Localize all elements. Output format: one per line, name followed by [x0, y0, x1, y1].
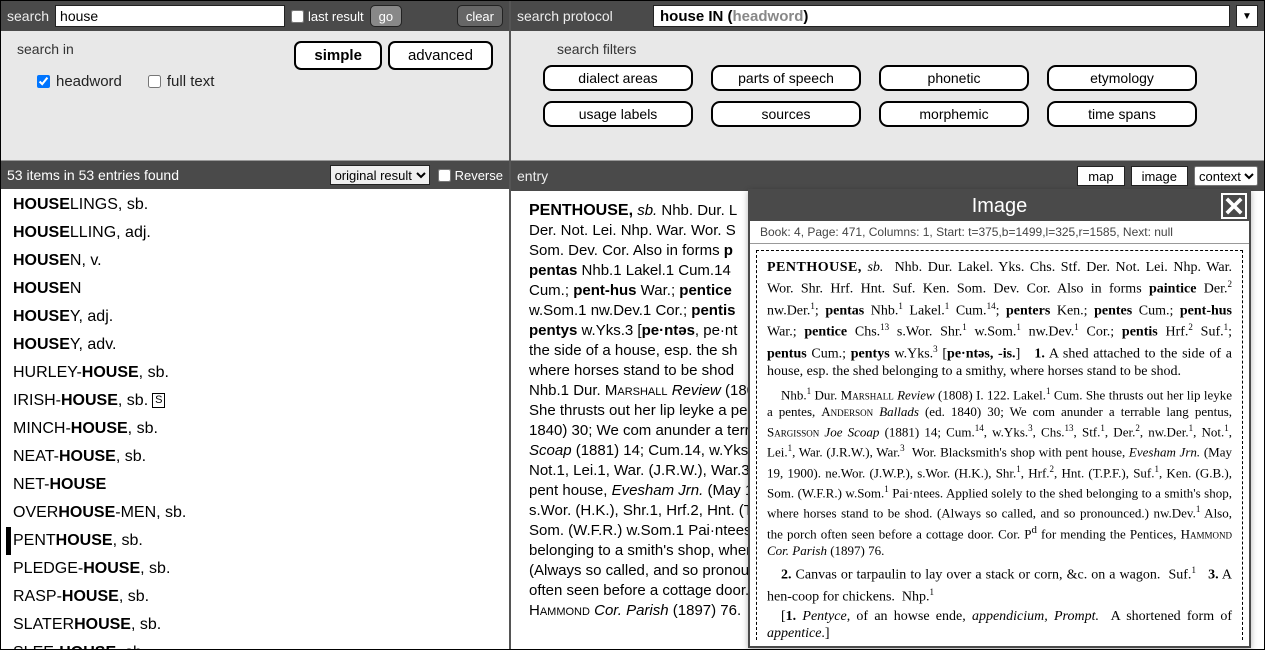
popup-title: Image — [972, 195, 1028, 217]
result-row[interactable]: SLATERHOUSE, sb. — [13, 611, 509, 639]
protocol-dropdown-icon[interactable] — [1236, 5, 1258, 27]
reverse-cb[interactable] — [438, 169, 451, 182]
result-row[interactable]: HOUSEN — [13, 275, 509, 303]
result-row[interactable]: MINCH-HOUSE, sb. — [13, 415, 509, 443]
results-count: 53 items in 53 entries found — [7, 167, 179, 183]
result-row[interactable]: NET-HOUSE — [13, 471, 509, 499]
last-result-label: last result — [308, 9, 364, 24]
left-panel: search last result go clear search in si… — [1, 1, 511, 649]
mode-advanced-button[interactable]: advanced — [388, 41, 493, 70]
clear-button[interactable]: clear — [457, 5, 503, 27]
filter-time-spans[interactable]: time spans — [1047, 101, 1197, 127]
filter-morphemic[interactable]: morphemic — [879, 101, 1029, 127]
result-row[interactable]: OVERHOUSE-MEN, sb. — [13, 499, 509, 527]
result-row[interactable]: PENTHOUSE, sb. — [6, 527, 509, 555]
entry-toolbar: entry map image context — [511, 161, 1264, 191]
result-row[interactable]: SLEE-HOUSE, sb. — [13, 639, 509, 649]
search-in-zone: search in simple advanced headword full … — [1, 31, 509, 161]
results-toolbar: 53 items in 53 entries found original re… — [1, 161, 509, 189]
fulltext-checkbox[interactable]: full text — [148, 73, 215, 90]
tab-map[interactable]: map — [1077, 166, 1124, 186]
protocol-text-close: ) — [803, 8, 808, 25]
popup-meta: Book: 4, Page: 471, Columns: 1, Start: t… — [750, 221, 1249, 244]
search-input[interactable] — [55, 5, 285, 27]
filters-label: search filters — [527, 41, 1248, 57]
popup-image-content: PENTHOUSE, sb. Nhb. Dur. Lakel. Yks. Chs… — [756, 250, 1243, 640]
protocol-text-dim: headword — [733, 8, 804, 25]
search-in-label: search in — [17, 41, 74, 57]
tab-image[interactable]: image — [1131, 166, 1188, 186]
result-row[interactable]: HOUSEN, v. — [13, 247, 509, 275]
entry-label: entry — [517, 168, 548, 184]
close-icon[interactable] — [1221, 193, 1247, 219]
tab-context-select[interactable]: context — [1194, 166, 1258, 186]
headword-checkbox[interactable]: headword — [37, 73, 122, 90]
popup-title-bar: Image — [750, 191, 1249, 221]
filter-parts-of-speech[interactable]: parts of speech — [711, 65, 861, 91]
protocol-toolbar: search protocol house IN ( headword ) — [511, 1, 1264, 31]
sort-select[interactable]: original result — [330, 165, 430, 185]
fulltext-cb[interactable] — [148, 75, 161, 88]
filter-usage-labels[interactable]: usage labels — [543, 101, 693, 127]
headword-label: headword — [56, 73, 122, 90]
result-row[interactable]: NEAT-HOUSE, sb. — [13, 443, 509, 471]
filter-phonetic[interactable]: phonetic — [879, 65, 1029, 91]
result-row[interactable]: RASP-HOUSE, sb. — [13, 583, 509, 611]
result-row[interactable]: HOUSELLING, adj. — [13, 219, 509, 247]
reverse-checkbox[interactable]: Reverse — [438, 168, 503, 183]
protocol-label: search protocol — [517, 8, 647, 24]
result-row[interactable]: HOUSEY, adj. — [13, 303, 509, 331]
go-button[interactable]: go — [370, 5, 402, 27]
fulltext-label: full text — [167, 73, 215, 90]
filters-zone: search filters dialect areas parts of spe… — [511, 31, 1264, 161]
filter-sources[interactable]: sources — [711, 101, 861, 127]
last-result-checkbox[interactable]: last result — [291, 9, 364, 24]
filter-dialect-areas[interactable]: dialect areas — [543, 65, 693, 91]
protocol-text-bold: house IN ( — [660, 8, 733, 25]
results-list[interactable]: HOUSELINGS, sb.HOUSELLING, adj.HOUSEN, v… — [1, 189, 509, 649]
filter-etymology[interactable]: etymology — [1047, 65, 1197, 91]
headword-cb[interactable] — [37, 75, 50, 88]
result-row[interactable]: PLEDGE-HOUSE, sb. — [13, 555, 509, 583]
result-row[interactable]: HOUSELINGS, sb. — [13, 191, 509, 219]
search-toolbar: search last result go clear — [1, 1, 509, 31]
protocol-field[interactable]: house IN ( headword ) — [653, 5, 1230, 27]
reverse-label: Reverse — [455, 168, 503, 183]
result-row[interactable]: HOUSEY, adv. — [13, 331, 509, 359]
result-row[interactable]: IRISH-HOUSE, sb.S — [13, 387, 509, 415]
image-popup: Image Book: 4, Page: 471, Columns: 1, St… — [748, 189, 1251, 648]
last-result-cb[interactable] — [291, 10, 304, 23]
result-row[interactable]: HURLEY-HOUSE, sb. — [13, 359, 509, 387]
mode-simple-button[interactable]: simple — [294, 41, 382, 70]
search-label: search — [7, 8, 49, 24]
